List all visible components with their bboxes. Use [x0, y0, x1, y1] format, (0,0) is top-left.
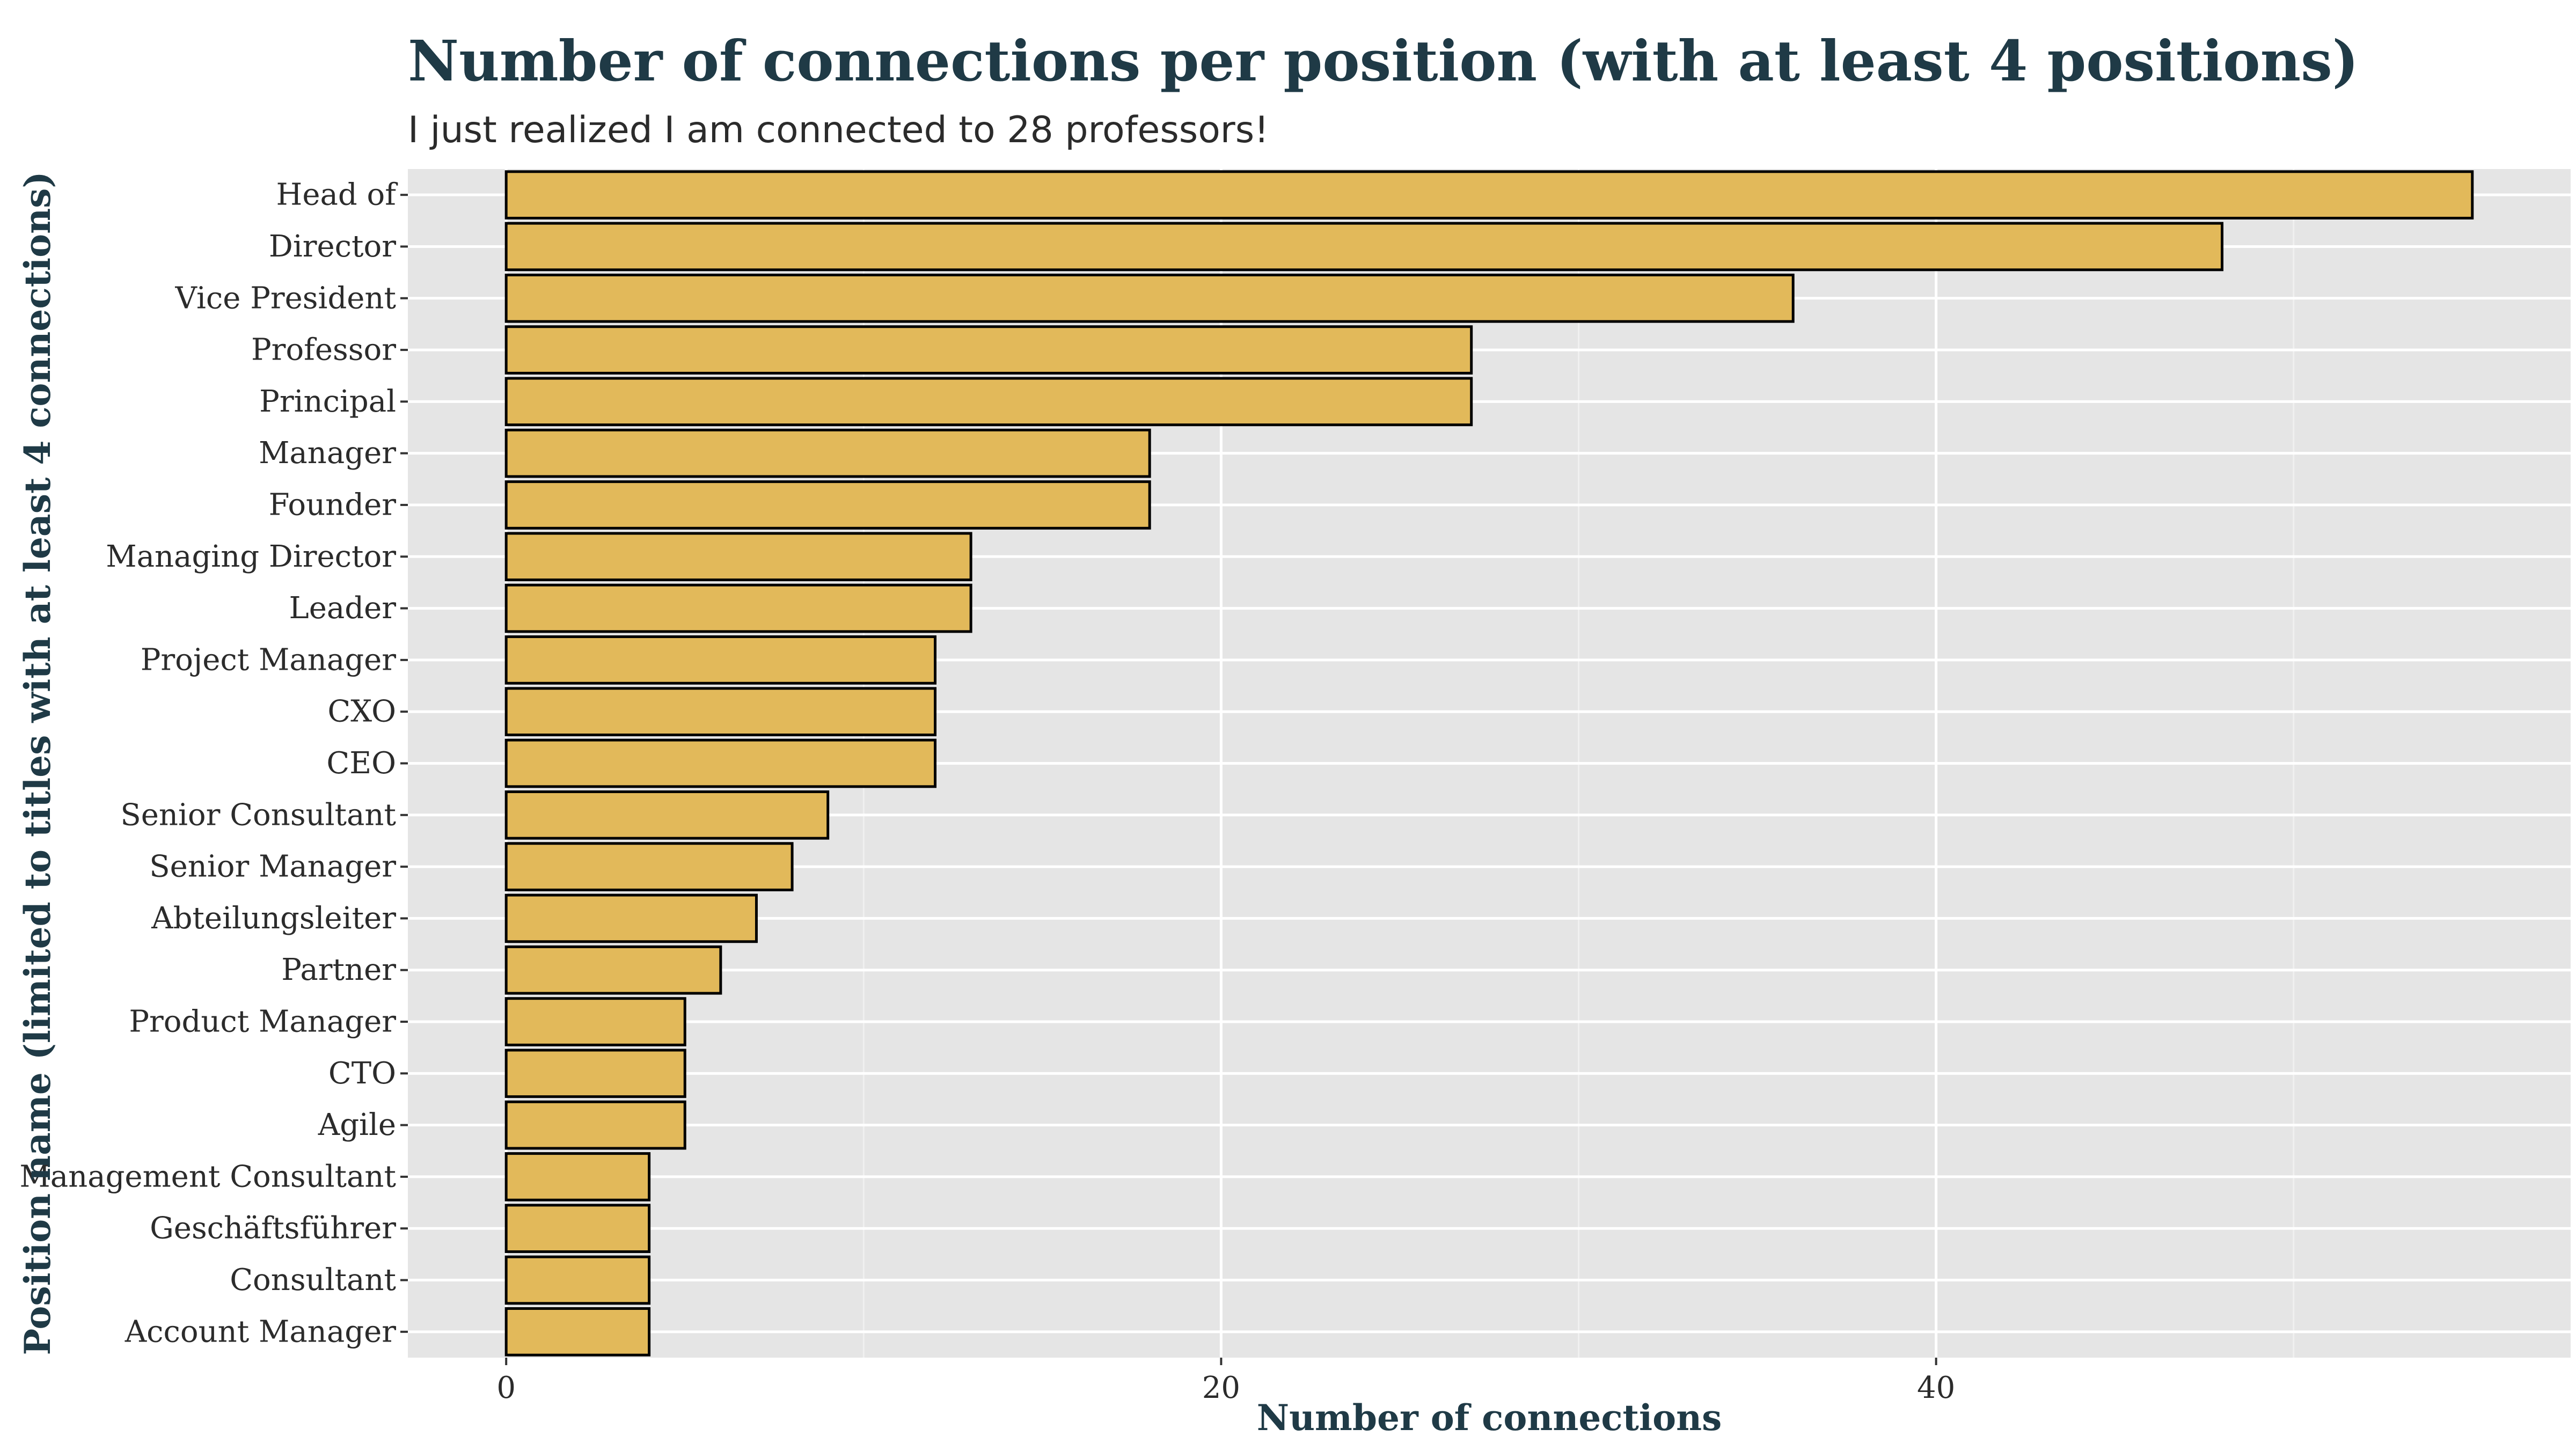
bar-agile	[504, 1100, 686, 1150]
x-axis-title: Number of connections	[1257, 1397, 1722, 1439]
bar-founder	[504, 480, 1151, 530]
y-tick-label: Managing Director	[106, 539, 396, 574]
bar-project-manager	[504, 635, 937, 685]
bar-cxo	[504, 687, 937, 737]
y-tick-label: Product Manager	[129, 1005, 396, 1039]
bar-managing-director	[504, 532, 972, 582]
bar-abteilungsleiter	[504, 893, 758, 943]
y-tick-label: Leader	[289, 591, 397, 626]
y-tick-label: Senior Consultant	[120, 797, 396, 832]
bar-head-of	[504, 170, 2474, 219]
x-tick-label: 40	[1917, 1371, 1955, 1405]
chart-title: Number of connections per position (with…	[408, 28, 2359, 94]
bar-director	[504, 222, 2224, 272]
y-tick-label: Director	[269, 229, 396, 264]
bars	[504, 170, 2474, 1357]
bar-ceo	[504, 738, 937, 788]
y-tick-label: Abteilungsleiter	[151, 901, 396, 936]
y-tick-label: CXO	[327, 694, 396, 729]
bar-senior-consultant	[504, 790, 830, 840]
bar-professor	[504, 325, 1473, 375]
y-tick-label: Professor	[251, 333, 396, 368]
y-tick-label: Manager	[259, 436, 396, 471]
x-axis: 0 20 40	[496, 1358, 1955, 1405]
bar-senior-manager	[504, 842, 794, 891]
y-tick-label: Account Manager	[125, 1314, 396, 1349]
bar-geschäftsführer	[504, 1204, 651, 1254]
y-tick-label: Agile	[318, 1108, 396, 1142]
y-axis: Head of Director Vice President Professor Pr…	[19, 178, 408, 1349]
y-tick-label: Consultant	[230, 1263, 396, 1298]
bar-management-consultant	[504, 1152, 651, 1201]
y-tick-label: Vice President	[175, 281, 397, 316]
y-tick-label: Partner	[281, 952, 396, 987]
bar-consultant	[504, 1255, 651, 1305]
bar-partner	[504, 945, 722, 995]
x-tick-label: 20	[1202, 1371, 1240, 1405]
y-tick-label: Senior Manager	[149, 849, 396, 884]
y-axis-title: Position name (limited to titles with at…	[17, 171, 58, 1355]
bar-product-manager	[504, 997, 686, 1046]
bar-leader	[504, 583, 972, 633]
y-tick-label: Principal	[259, 384, 396, 419]
y-tick-label: Head of	[276, 178, 399, 212]
x-tick-label: 0	[496, 1371, 516, 1405]
chart-subtitle: I just realized I am connected to 28 pro…	[408, 109, 1269, 151]
y-tick-label: Founder	[269, 487, 397, 522]
bar-manager	[504, 428, 1151, 478]
y-tick-label: Geschäftsführer	[150, 1211, 396, 1246]
bar-cto	[504, 1049, 686, 1098]
y-tick-label: CTO	[328, 1056, 396, 1091]
y-tick-label: CEO	[326, 746, 396, 781]
y-tick-label: Management Consultant	[19, 1159, 396, 1194]
bar-account-manager	[504, 1307, 651, 1357]
bar-principal	[504, 377, 1473, 427]
y-tick-label: Project Manager	[141, 642, 397, 677]
bar-vice-president	[504, 273, 1795, 323]
